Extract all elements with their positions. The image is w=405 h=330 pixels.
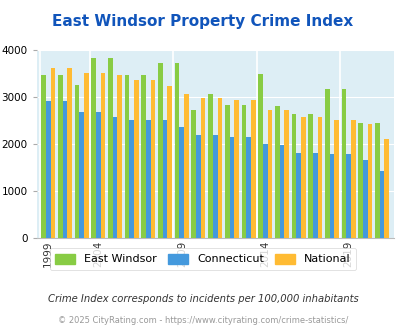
Bar: [196, 135, 200, 238]
Bar: [67, 68, 72, 238]
Bar: [129, 120, 134, 238]
Bar: [241, 105, 245, 238]
Legend: East Windsor, Connecticut, National: East Windsor, Connecticut, National: [50, 248, 355, 270]
Bar: [41, 75, 46, 238]
Bar: [262, 144, 267, 238]
Bar: [162, 120, 167, 238]
Bar: [174, 63, 179, 238]
Bar: [184, 94, 188, 238]
Bar: [212, 135, 217, 238]
Bar: [234, 100, 238, 238]
Bar: [84, 73, 88, 238]
Bar: [362, 159, 367, 238]
Bar: [191, 110, 196, 238]
Bar: [374, 123, 379, 238]
Bar: [167, 86, 172, 238]
Bar: [384, 139, 388, 238]
Bar: [329, 154, 334, 238]
Bar: [367, 124, 371, 238]
Bar: [146, 120, 150, 238]
Text: Crime Index corresponds to incidents per 100,000 inhabitants: Crime Index corresponds to incidents per…: [47, 294, 358, 304]
Bar: [75, 85, 79, 238]
Bar: [284, 110, 288, 238]
Bar: [358, 123, 362, 238]
Bar: [324, 88, 329, 238]
Bar: [96, 112, 100, 238]
Bar: [200, 98, 205, 238]
Bar: [312, 153, 317, 238]
Bar: [179, 127, 184, 238]
Bar: [274, 106, 279, 238]
Bar: [279, 146, 283, 238]
Bar: [345, 154, 350, 238]
Bar: [134, 80, 139, 238]
Text: © 2025 CityRating.com - https://www.cityrating.com/crime-statistics/: © 2025 CityRating.com - https://www.city…: [58, 316, 347, 325]
Bar: [62, 101, 67, 238]
Bar: [317, 117, 322, 238]
Bar: [217, 98, 222, 238]
Bar: [150, 80, 155, 238]
Bar: [117, 75, 122, 238]
Bar: [307, 115, 312, 238]
Bar: [208, 94, 212, 238]
Bar: [51, 68, 55, 238]
Bar: [108, 58, 113, 238]
Bar: [341, 88, 345, 238]
Bar: [296, 153, 300, 238]
Bar: [245, 137, 250, 238]
Bar: [334, 120, 338, 238]
Bar: [58, 75, 62, 238]
Bar: [258, 74, 262, 238]
Bar: [229, 137, 234, 238]
Bar: [100, 73, 105, 238]
Bar: [46, 101, 51, 238]
Bar: [158, 63, 162, 238]
Bar: [379, 171, 384, 238]
Bar: [350, 120, 355, 238]
Bar: [267, 110, 272, 238]
Text: East Windsor Property Crime Index: East Windsor Property Crime Index: [52, 14, 353, 29]
Bar: [91, 58, 96, 238]
Bar: [250, 100, 255, 238]
Bar: [113, 117, 117, 238]
Bar: [291, 115, 296, 238]
Bar: [79, 112, 84, 238]
Bar: [124, 75, 129, 238]
Bar: [300, 117, 305, 238]
Bar: [224, 105, 229, 238]
Bar: [141, 75, 146, 238]
